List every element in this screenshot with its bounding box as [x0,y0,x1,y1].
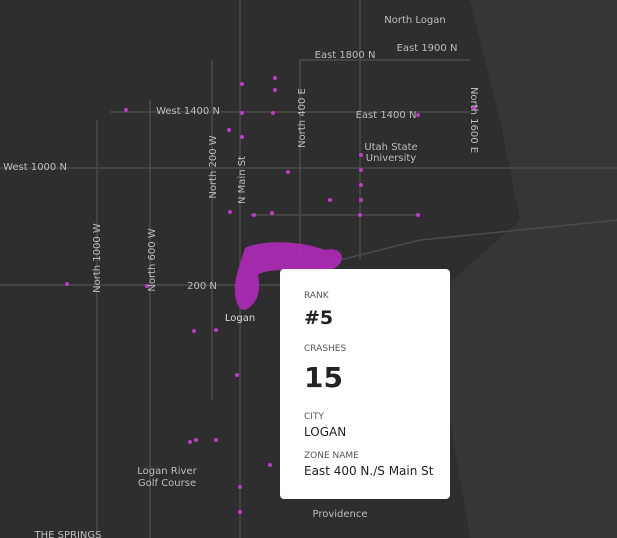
map-label: West 1000 N [3,162,67,173]
zone: East 400 N./S Main St [304,464,434,478]
zone-label: ZONE NAME [304,451,359,461]
map-label: West 1400 N [156,106,220,117]
map-label: North 200 W [208,135,219,198]
rank-label: RANK [304,291,329,301]
city-label: CITY [304,412,324,422]
map-label: East 1400 N [356,110,417,121]
map-label: Golf Course [138,478,196,489]
map-label: North 1600 E [468,87,479,153]
map-label: Logan [225,313,255,324]
map-labels: North Logan East 1800 N East 1900 N West 14… [3,15,479,538]
map-label: THE SPRINGS [34,530,102,538]
rank: #5 [304,307,334,329]
crashes: 15 [304,361,343,394]
map-label: East 1900 N [397,43,458,54]
map-label: North 1000 W [92,223,103,293]
map-label: North Logan [384,15,445,26]
crash-points [65,76,476,514]
map-label: Logan River [137,466,197,477]
map-label: University [366,153,417,164]
crash-zone [234,242,342,310]
crashes-label: CRASHES [304,344,347,354]
map-label: 200 N [187,281,217,292]
city: LOGAN [304,425,347,439]
mountains [430,0,617,538]
map-label: East 1800 N [315,50,376,61]
tooltip: RANK #5 CRASHES 15 CITY LOGAN ZONE NAME … [280,269,450,499]
map-label: N Main St [237,156,248,204]
map-label: Providence [312,509,367,520]
map-label: Utah State [364,142,417,153]
map-label: North 600 W [147,228,158,291]
map-label: North 400 E [297,88,308,148]
